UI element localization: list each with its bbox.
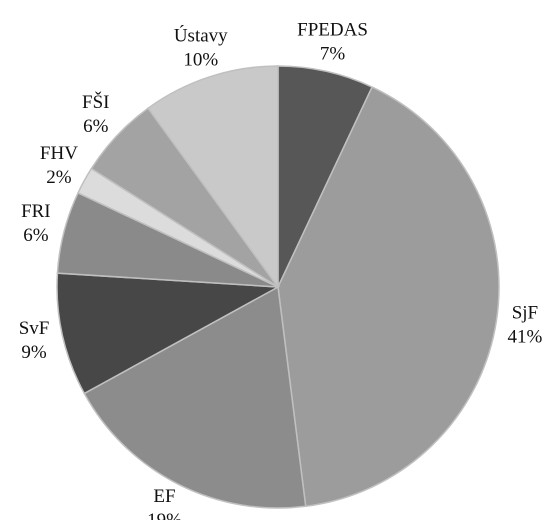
slice-label: Ústavy — [174, 25, 228, 47]
slice-value-label: 7% — [320, 43, 346, 64]
pie-slice — [83, 285, 307, 509]
slice-label: SjF — [512, 302, 538, 323]
slice-label: FŠI — [82, 91, 109, 113]
slice-label: FRI — [21, 201, 51, 222]
slice-label: FPEDAS — [297, 19, 368, 40]
slice-value-label: 9% — [21, 342, 47, 363]
pie-slice — [147, 65, 279, 290]
slice-label: EF — [153, 486, 175, 507]
slice-label: FHV — [40, 143, 78, 164]
slice-value-label: 10% — [183, 50, 218, 71]
pie-slice — [56, 272, 281, 395]
slice-label: SvF — [19, 318, 50, 339]
slice-value-label: 19% — [147, 510, 182, 520]
pie-slice — [277, 86, 500, 508]
slice-value-label: 2% — [46, 167, 72, 188]
slice-value-label: 41% — [508, 326, 543, 347]
slice-value-label: 6% — [83, 116, 109, 137]
slice-value-label: 6% — [23, 225, 49, 246]
